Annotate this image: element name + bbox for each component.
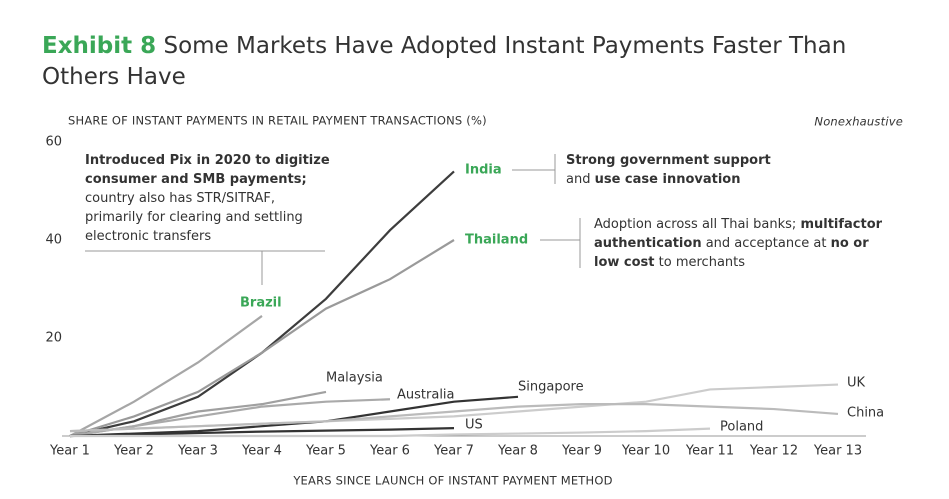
annotation-line: authentication and acceptance at no or	[594, 236, 869, 251]
x-tick-label: Year 8	[497, 444, 538, 459]
annotation-text: Introduced Pix in 2020 to digitize	[85, 153, 330, 168]
series-label: Australia	[397, 388, 455, 403]
annotation-text: low cost	[594, 255, 655, 270]
series-line	[69, 427, 455, 438]
x-tick-label: Year 13	[813, 444, 862, 459]
annotation-text: electronic transfers	[85, 229, 211, 244]
title-text: Some Markets Have Adopted Instant Paymen…	[42, 33, 846, 90]
x-axis-title: YEARS SINCE LAUNCH OF INSTANT PAYMENT ME…	[292, 474, 612, 488]
x-tick-label: Year 4	[241, 444, 282, 459]
note: Nonexhaustive	[814, 115, 903, 129]
series-label: UK	[847, 376, 866, 391]
series-line	[69, 403, 839, 433]
annotation-line: electronic transfers	[85, 229, 211, 244]
x-tick-label: Year 5	[305, 444, 346, 459]
annotation-line: Strong government support	[566, 153, 771, 168]
series-line	[69, 398, 391, 438]
x-tick-label: Year 10	[621, 444, 670, 459]
series-line	[69, 239, 455, 438]
y-tick-label: 40	[45, 233, 62, 248]
x-tick-label: Year 3	[177, 444, 218, 459]
series-label: Malaysia	[326, 371, 383, 386]
annotation-text: no or	[831, 236, 870, 251]
series-line	[70, 427, 711, 438]
series-label: India	[465, 163, 502, 178]
series-label: Poland	[720, 420, 763, 435]
annotation-text: and acceptance at	[702, 236, 831, 251]
annotation-text: and	[566, 172, 595, 187]
annotation-text: multifactor	[800, 217, 882, 232]
series-label: Thailand	[465, 233, 528, 248]
x-tick-label: Year 7	[433, 444, 474, 459]
annotation-line: Introduced Pix in 2020 to digitize	[85, 153, 330, 168]
annotation-line: consumer and SMB payments;	[85, 172, 307, 187]
y-tick-label: 60	[45, 135, 62, 150]
series-label: China	[847, 406, 884, 421]
annotation-line: Adoption across all Thai banks; multifac…	[594, 217, 883, 232]
x-tick-label: Year 11	[685, 444, 734, 459]
annotation-line: and use case innovation	[566, 172, 741, 187]
annotation-text: country also has STR/SITRAF,	[85, 191, 275, 206]
series-line	[69, 395, 519, 438]
annotation-text: to merchants	[655, 255, 746, 270]
y-tick-label: 20	[45, 331, 62, 346]
y-axis-title: SHARE OF INSTANT PAYMENTS IN RETAIL PAYM…	[68, 114, 487, 128]
annotation-text: Strong government support	[566, 153, 771, 168]
series-label: Brazil	[240, 296, 282, 311]
x-tick-label: Year 12	[749, 444, 798, 459]
chart-title: Exhibit 8 Some Markets Have Adopted Inst…	[42, 33, 846, 90]
annotation-text: use case innovation	[595, 172, 741, 187]
annotation-line: primarily for clearing and settling	[85, 210, 303, 225]
series-line	[69, 315, 263, 437]
x-tick-label: Year 2	[113, 444, 154, 459]
annotation-line: low cost to merchants	[594, 255, 745, 270]
series-label: Singapore	[518, 380, 584, 395]
annotation-text: consumer and SMB payments;	[85, 172, 307, 187]
x-tick-label: Year 9	[561, 444, 602, 459]
series-label: US	[465, 418, 483, 433]
annotation-text: primarily for clearing and settling	[85, 210, 303, 225]
annotation-text: Adoption across all Thai banks;	[594, 217, 800, 232]
x-tick-label: Year 6	[369, 444, 410, 459]
annotation-line: country also has STR/SITRAF,	[85, 191, 275, 206]
annotation-text: authentication	[594, 236, 702, 251]
x-tick-label: Year 1	[49, 444, 90, 459]
exhibit-label: Exhibit 8	[42, 33, 156, 59]
